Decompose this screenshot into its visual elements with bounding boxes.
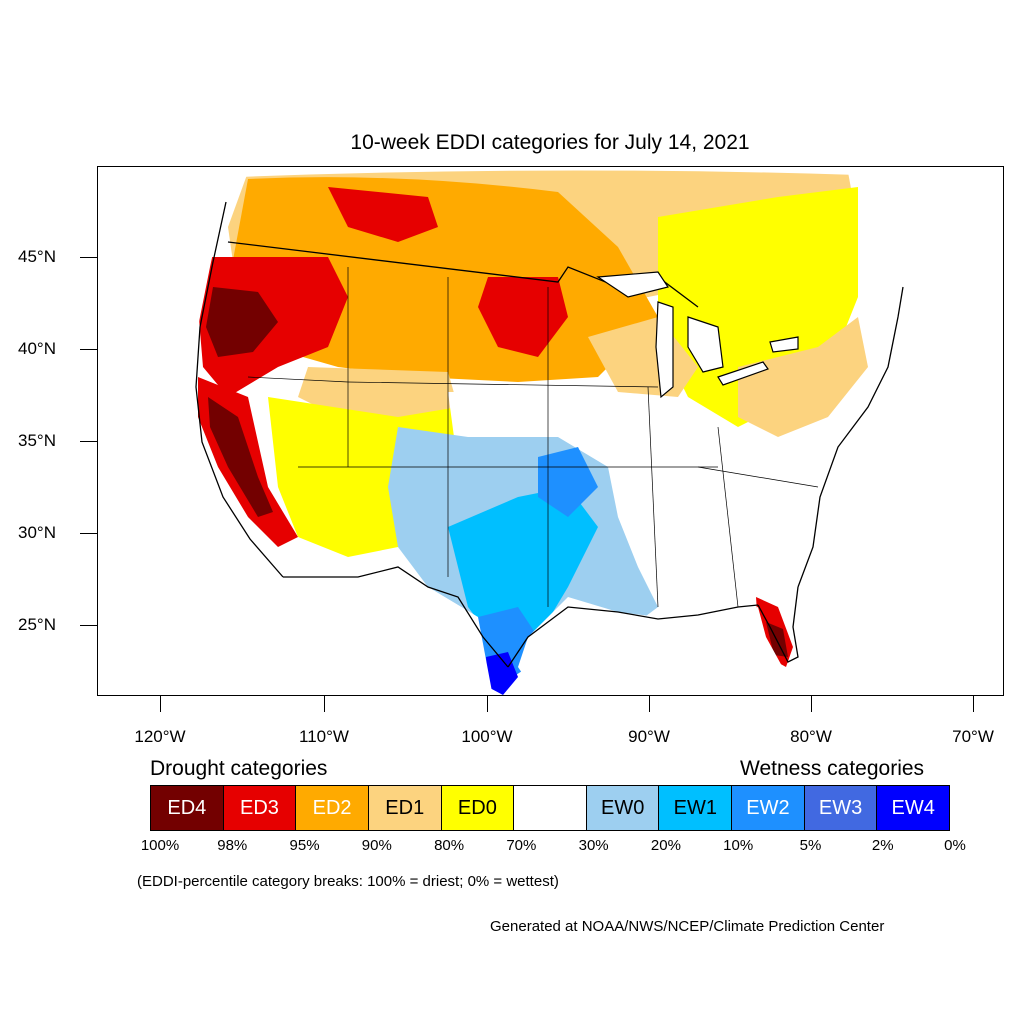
lat-label-25: 25°N	[18, 615, 56, 634]
ed4-oregon	[206, 287, 278, 357]
ew4-south-texas	[486, 652, 518, 695]
lon-label-120: 120°W	[134, 727, 186, 746]
lake-huron	[687, 316, 724, 373]
percentile-label: 0%	[944, 837, 966, 854]
legend-color-bar: ED4 ED3 ED2 ED1 ED0 EW0 EW1 EW2 EW3 EW4	[150, 785, 950, 831]
percentile-label: 98%	[217, 837, 248, 854]
lat-tick	[80, 625, 97, 626]
category-break-note: (EDDI-percentile category breaks: 100% =…	[137, 873, 559, 890]
legend-box-ed3: ED3	[223, 786, 297, 830]
legend-box-ed4: ED4	[151, 786, 224, 830]
lat-label-40: 40°N	[18, 339, 56, 358]
legend-box-ew4: EW4	[877, 786, 950, 830]
legend-box-normal	[514, 786, 587, 830]
lat-tick	[80, 257, 97, 258]
percentile-label: 90%	[361, 837, 392, 854]
percentile-label: 30%	[578, 837, 609, 854]
percentile-label: 10%	[723, 837, 754, 854]
lat-tick	[80, 349, 97, 350]
coastline-florida	[757, 586, 799, 663]
lat-tick	[80, 441, 97, 442]
percentile-label: 20%	[650, 837, 681, 854]
lake-superior	[596, 271, 669, 298]
percentile-label: 80%	[434, 837, 465, 854]
lon-label-70: 70°W	[952, 727, 994, 746]
map-title: 10-week EDDI categories for July 14, 202…	[350, 131, 750, 154]
state-line	[247, 376, 349, 383]
lon-label-100: 100°W	[461, 727, 513, 746]
ed3-montana	[328, 187, 438, 242]
percentile-label: 2%	[871, 837, 894, 854]
coastline-pacific	[195, 201, 284, 578]
state-line	[347, 381, 659, 388]
coastline-atlantic	[797, 286, 904, 588]
percentile-label: 5%	[799, 837, 822, 854]
lat-label-30: 30°N	[18, 523, 56, 542]
lon-tick	[160, 696, 161, 712]
ew2-oklahoma	[538, 447, 598, 517]
eddi-map	[97, 166, 1004, 696]
border-us-mexico	[283, 566, 509, 668]
ew1-texas	[448, 487, 598, 647]
lon-label-80: 80°W	[790, 727, 832, 746]
state-line	[697, 466, 819, 488]
lon-label-90: 90°W	[628, 727, 670, 746]
map-canvas	[98, 167, 1003, 695]
legend-box-ed2: ED2	[296, 786, 369, 830]
ed4-california	[208, 397, 273, 517]
legend-box-ed1: ED1	[368, 786, 442, 830]
gulf-of-mexico	[518, 597, 797, 695]
lon-tick	[487, 696, 488, 712]
drought-heading: Drought categories	[150, 757, 328, 780]
lon-tick	[324, 696, 325, 712]
ed1-northeast	[738, 317, 868, 437]
lon-tick	[649, 696, 650, 712]
coastline-gulf	[507, 604, 759, 668]
percentile-label: 100%	[140, 837, 180, 854]
percentile-label: 70%	[506, 837, 537, 854]
legend-box-ew1: EW1	[659, 786, 733, 830]
ed3-northern-plains	[478, 277, 568, 357]
lat-label-45: 45°N	[18, 247, 56, 266]
lon-label-110: 110°W	[299, 727, 349, 746]
percentile-label: 95%	[289, 837, 320, 854]
mexico-south	[318, 567, 493, 695]
legend-box-ew2: EW2	[732, 786, 805, 830]
canada-north	[98, 167, 1003, 177]
legend-box-ew0: EW0	[586, 786, 660, 830]
state-line	[647, 386, 659, 608]
lake-michigan	[655, 301, 674, 399]
lon-tick	[811, 696, 812, 712]
state-line	[717, 426, 739, 608]
lake-ontario	[769, 336, 799, 353]
lon-tick	[973, 696, 974, 712]
lat-tick	[80, 533, 97, 534]
lat-label-35: 35°N	[18, 431, 56, 450]
credit-line: Generated at NOAA/NWS/NCEP/Climate Predi…	[490, 918, 885, 935]
legend-box-ed0: ED0	[441, 786, 515, 830]
legend-box-ew3: EW3	[804, 786, 878, 830]
lake-erie	[717, 361, 769, 386]
atlantic-ocean	[798, 227, 1003, 695]
wetness-heading: Wetness categories	[740, 757, 925, 780]
pacific-ocean	[98, 167, 318, 695]
